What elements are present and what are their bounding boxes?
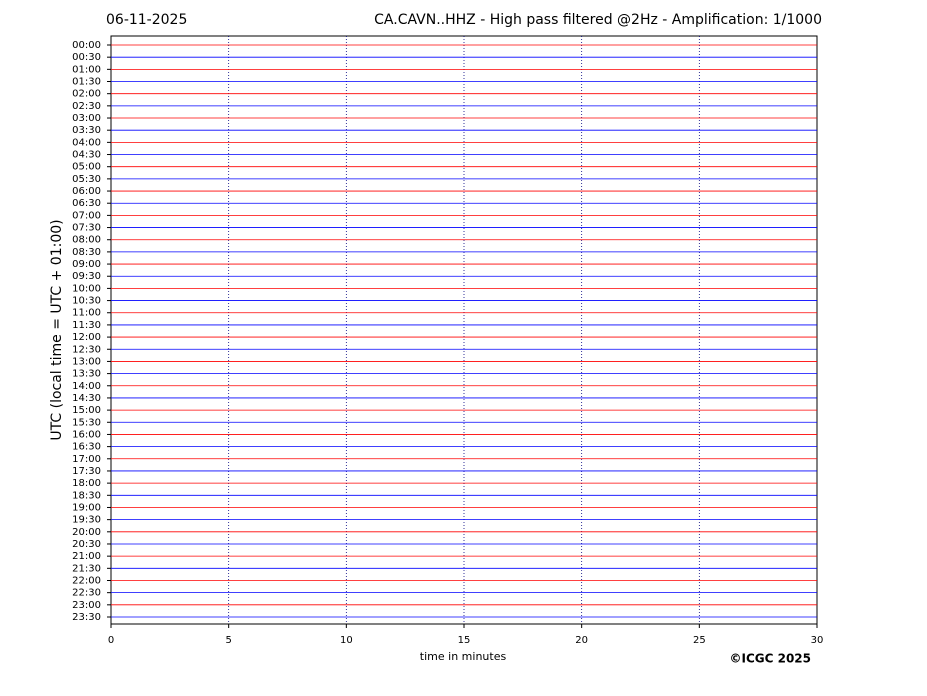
- y-tick-label: 10:30: [72, 296, 101, 307]
- y-tick-label: 23:00: [72, 600, 101, 611]
- y-tick-label: 17:00: [72, 454, 101, 465]
- y-tick-label: 00:30: [72, 52, 101, 63]
- y-tick-label: 23:30: [72, 612, 101, 623]
- x-tick-label: 10: [340, 635, 353, 646]
- y-tick-label: 20:00: [72, 527, 101, 538]
- y-tick-label: 15:30: [72, 417, 101, 428]
- date: 06-11-2025: [106, 12, 187, 28]
- y-tick-label: 13:00: [72, 356, 101, 367]
- x-tick-label: 30: [811, 635, 824, 646]
- x-tick-label: 5: [225, 635, 231, 646]
- chart-title: CA.CAVN..HHZ - High pass filtered @2Hz -…: [374, 12, 822, 28]
- x-axis-label: time in minutes: [420, 650, 507, 663]
- y-tick-label: 18:30: [72, 490, 101, 501]
- y-tick-label: 11:00: [72, 308, 101, 319]
- y-tick-label: 00:00: [72, 40, 101, 51]
- x-tick-label: 25: [693, 635, 706, 646]
- y-tick-label: 14:30: [72, 393, 101, 404]
- y-tick-label: 16:30: [72, 442, 101, 453]
- y-tick-label: 21:30: [72, 563, 101, 574]
- y-tick-label: 10:00: [72, 283, 101, 294]
- y-tick-label: 06:00: [72, 186, 101, 197]
- y-tick-label: 12:30: [72, 344, 101, 355]
- y-tick-label: 14:00: [72, 381, 101, 392]
- y-tick-label: 02:00: [72, 89, 101, 100]
- y-tick-label: 12:00: [72, 332, 101, 343]
- y-tick-label: 17:30: [72, 466, 101, 477]
- y-tick-label: 03:00: [72, 113, 101, 124]
- y-tick-label: 20:30: [72, 539, 101, 550]
- y-tick-label: 21:00: [72, 551, 101, 562]
- y-tick-label: 15:00: [72, 405, 101, 416]
- y-tick-label: 08:30: [72, 247, 101, 258]
- y-tick-label: 22:00: [72, 575, 101, 586]
- x-tick-label: 20: [575, 635, 588, 646]
- y-tick-label: 05:30: [72, 174, 101, 185]
- credit: ©ICGC 2025: [729, 652, 811, 666]
- y-tick-label: 19:30: [72, 515, 101, 526]
- y-tick-label: 01:00: [72, 64, 101, 75]
- y-tick-label: 22:30: [72, 588, 101, 599]
- y-tick-label: 11:30: [72, 320, 101, 331]
- x-tick-label: 15: [458, 635, 471, 646]
- y-tick-label: 02:30: [72, 101, 101, 112]
- y-axis-label: UTC (local time = UTC + 01:00): [49, 219, 65, 440]
- y-tick-label: 01:30: [72, 77, 101, 88]
- y-tick-label: 19:00: [72, 502, 101, 513]
- y-tick-label: 07:00: [72, 210, 101, 221]
- y-tick-label: 07:30: [72, 223, 101, 234]
- y-tick-label: 05:00: [72, 162, 101, 173]
- y-tick-label: 09:30: [72, 271, 101, 282]
- y-tick-label: 04:00: [72, 137, 101, 148]
- y-tick-label: 03:30: [72, 125, 101, 136]
- y-tick-label: 09:00: [72, 259, 101, 270]
- y-tick-label: 06:30: [72, 198, 101, 209]
- y-tick-label: 13:30: [72, 369, 101, 380]
- x-tick-label: 0: [108, 635, 114, 646]
- y-tick-label: 16:00: [72, 429, 101, 440]
- y-tick-label: 04:30: [72, 150, 101, 161]
- y-tick-label: 08:00: [72, 235, 101, 246]
- y-tick-label: 18:00: [72, 478, 101, 489]
